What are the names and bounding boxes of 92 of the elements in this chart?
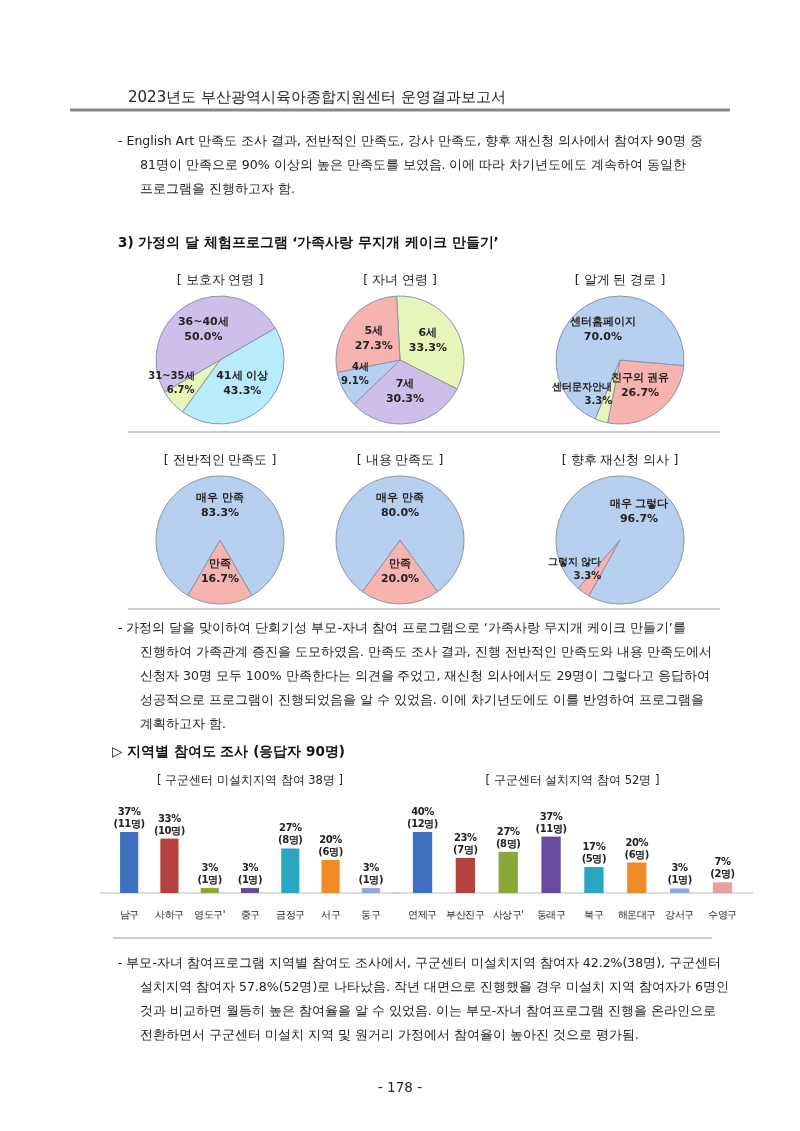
data-label: 16.7% [200, 572, 240, 586]
x-tick-label: 사하구 [155, 909, 185, 920]
x-tick-label: 사상구' [492, 909, 524, 920]
bar [160, 838, 179, 893]
data-label: 9.1% [341, 375, 369, 387]
slice-label: 센터문자안내 [552, 380, 613, 392]
data-label: 50.0% [184, 330, 223, 344]
slice-label: 41세 이상 [216, 368, 269, 382]
x-tick-label: 남구 [119, 909, 140, 920]
data-label: 80.0% [380, 505, 420, 519]
text: - 부모-자녀 참여프로그램 지역별 참여도 조사에서, 구군센터 미설치지역 참여자 42.2%(38명), 구군센터 설치지역 참여자 57.8%(52명)로 나타났음. 작년 대면으로 진행했을 경우 미설치 지역 참여자가 6명인 것과 비교하면 월등히 높은 참여율을 알 수 있었음. 이는 부모-자녀 참여프로그램 진행을 온라인으로 전환하면서 구군센터 미설치 지역 및 원거리 가정에서 참여율이 높아진 것으로 평가됨. [118, 955, 730, 1042]
x-tick-label: 영도구' [194, 909, 226, 920]
bar [584, 867, 604, 893]
bar [498, 851, 518, 893]
chart-title: [ 구군센터 미설치지역 참여 38명 ] [157, 773, 343, 787]
chart-title: [ 전반적인 만족도 ] [163, 452, 277, 467]
chart-title: [ 향후 재신청 의사 ] [561, 452, 679, 467]
data-label: 83.3% [200, 505, 240, 519]
data-label: 20%(6명) [624, 836, 650, 860]
data-label: 37%(11명) [535, 810, 567, 834]
data-label: 3.3% [584, 394, 613, 406]
data-label: 30.3% [385, 391, 425, 405]
bar [670, 888, 690, 893]
text: - English Art 만족도 조사 결과, 전반적인 만족도, 강사 만족도, 향후 재신청 의사에서 참여자 90명 중 81명이 만족으로 90% 이상의 높은 만족도를 보였음. 이에 따라 차기년도에도 계속하여 동일한 프로그램을 진행하고자 함. [118, 133, 703, 196]
data-label: 3%(1명) [237, 862, 263, 886]
slice-label: 센터홈페이지 [569, 315, 636, 329]
data-label: 43.3% [223, 383, 262, 397]
bar [321, 860, 340, 893]
chart-title: [ 알게 된 경로 ] [574, 272, 666, 287]
x-tick-label: 부산진구 [446, 909, 485, 920]
data-label: 96.7% [619, 511, 659, 525]
slice-label: 31~35세 [148, 369, 195, 381]
text: 2023년도 부산광역시육아종합지원센터 운영결과보고서 [128, 88, 506, 106]
data-label: 3%(1명) [358, 862, 384, 886]
x-tick-label: 해운대구 [617, 909, 657, 920]
data-label: 3.3% [573, 569, 602, 581]
chart-title: [ 내용 만족도 ] [356, 452, 444, 467]
data-label: 27%(8명) [278, 822, 303, 846]
data-label: 37%(11명) [113, 806, 145, 829]
bar [281, 848, 300, 893]
data-label: 17%(5명) [581, 841, 607, 865]
slice-label: 만족 [389, 557, 411, 571]
x-tick-label: 중구 [240, 909, 260, 920]
slice-label: 만족 [208, 557, 231, 571]
bar [541, 836, 561, 893]
data-label: 70.0% [583, 330, 622, 344]
text: - 가정의 달을 맞이하여 단회기성 부모-자녀 참여 프로그램으로 ‘가족사랑 무지개 케이크 만들기’를 진행하여 가족관계 증진을 도모하였음. 만족도 조사 결과, 진행 전반적인 만족도와 내용 만족도에서 신청자 30명 모두 100% 만족한다는 의견을 주었고, 재신청 의사에서도 29명이 그렇다고 응답하여 성공적으로 프로그램이 진행되었음을 알 수 있었음. 이에 차기년도에도 이를 반영하여 프로그램을 계획하고자 함. [118, 620, 712, 731]
bar [200, 888, 219, 893]
text: ▷ 지역별 참여도 조사 (응답자 90명) [112, 743, 346, 759]
data-label: 7%(2명) [710, 856, 735, 880]
data-label: 20%(6명) [318, 834, 343, 858]
data-label: 40%(12명) [406, 806, 439, 829]
text: 3) 가정의 달 체험프로그램 ‘가족사랑 무지개 케이크 만들기’ [118, 234, 499, 250]
x-tick-label: 연제구 [408, 909, 438, 920]
data-label: 23%(7명) [453, 831, 478, 855]
text: - 178 - [377, 1079, 423, 1095]
x-tick-label: 동래구 [536, 909, 566, 920]
data-label: 33%(10명) [153, 812, 185, 836]
slice-label: 매우 그렇다 [609, 496, 669, 510]
chart-title: [ 보호자 연령 ] [176, 272, 264, 287]
x-tick-label: 금정구 [276, 909, 306, 920]
bar [240, 888, 260, 893]
bar [412, 832, 433, 893]
x-tick-label: 수영구 [708, 909, 738, 920]
slice-label: 매우 만족 [196, 490, 244, 504]
slice-label: 36~40세 [177, 315, 229, 329]
data-label: 33.3% [408, 340, 447, 354]
bar [361, 888, 380, 893]
slice-label: 4세 [351, 361, 369, 373]
data-label: 6.7% [166, 383, 195, 395]
x-tick-label: 서구 [321, 909, 341, 920]
x-tick-label: 동구 [361, 909, 381, 920]
chart-title: [ 자녀 연령 ] [363, 272, 437, 287]
slice-label: 매우 만족 [376, 490, 424, 504]
chart-title: [ 구군센터 설치지역 참여 52명 ] [485, 773, 660, 787]
bar [712, 882, 733, 893]
slice-label: 그렇지 않다 [547, 555, 602, 567]
bar [120, 832, 139, 893]
slice-label: 7세 [395, 376, 415, 390]
x-tick-label: 북구 [584, 909, 604, 920]
data-label: 3%(1명) [667, 862, 692, 886]
data-label: 27.3% [354, 338, 393, 352]
bar [627, 862, 647, 893]
data-label: 3%(1명) [197, 862, 222, 886]
x-tick-label: 강서구 [665, 909, 695, 920]
data-label: 20.0% [380, 572, 420, 586]
data-label: 26.7% [620, 385, 660, 399]
slice-label: 친구의 권유 [610, 370, 670, 384]
slice-label: 5세 [364, 323, 384, 337]
data-label: 27%(8명) [495, 825, 521, 849]
slice-label: 6세 [418, 325, 438, 339]
bar [455, 857, 475, 893]
